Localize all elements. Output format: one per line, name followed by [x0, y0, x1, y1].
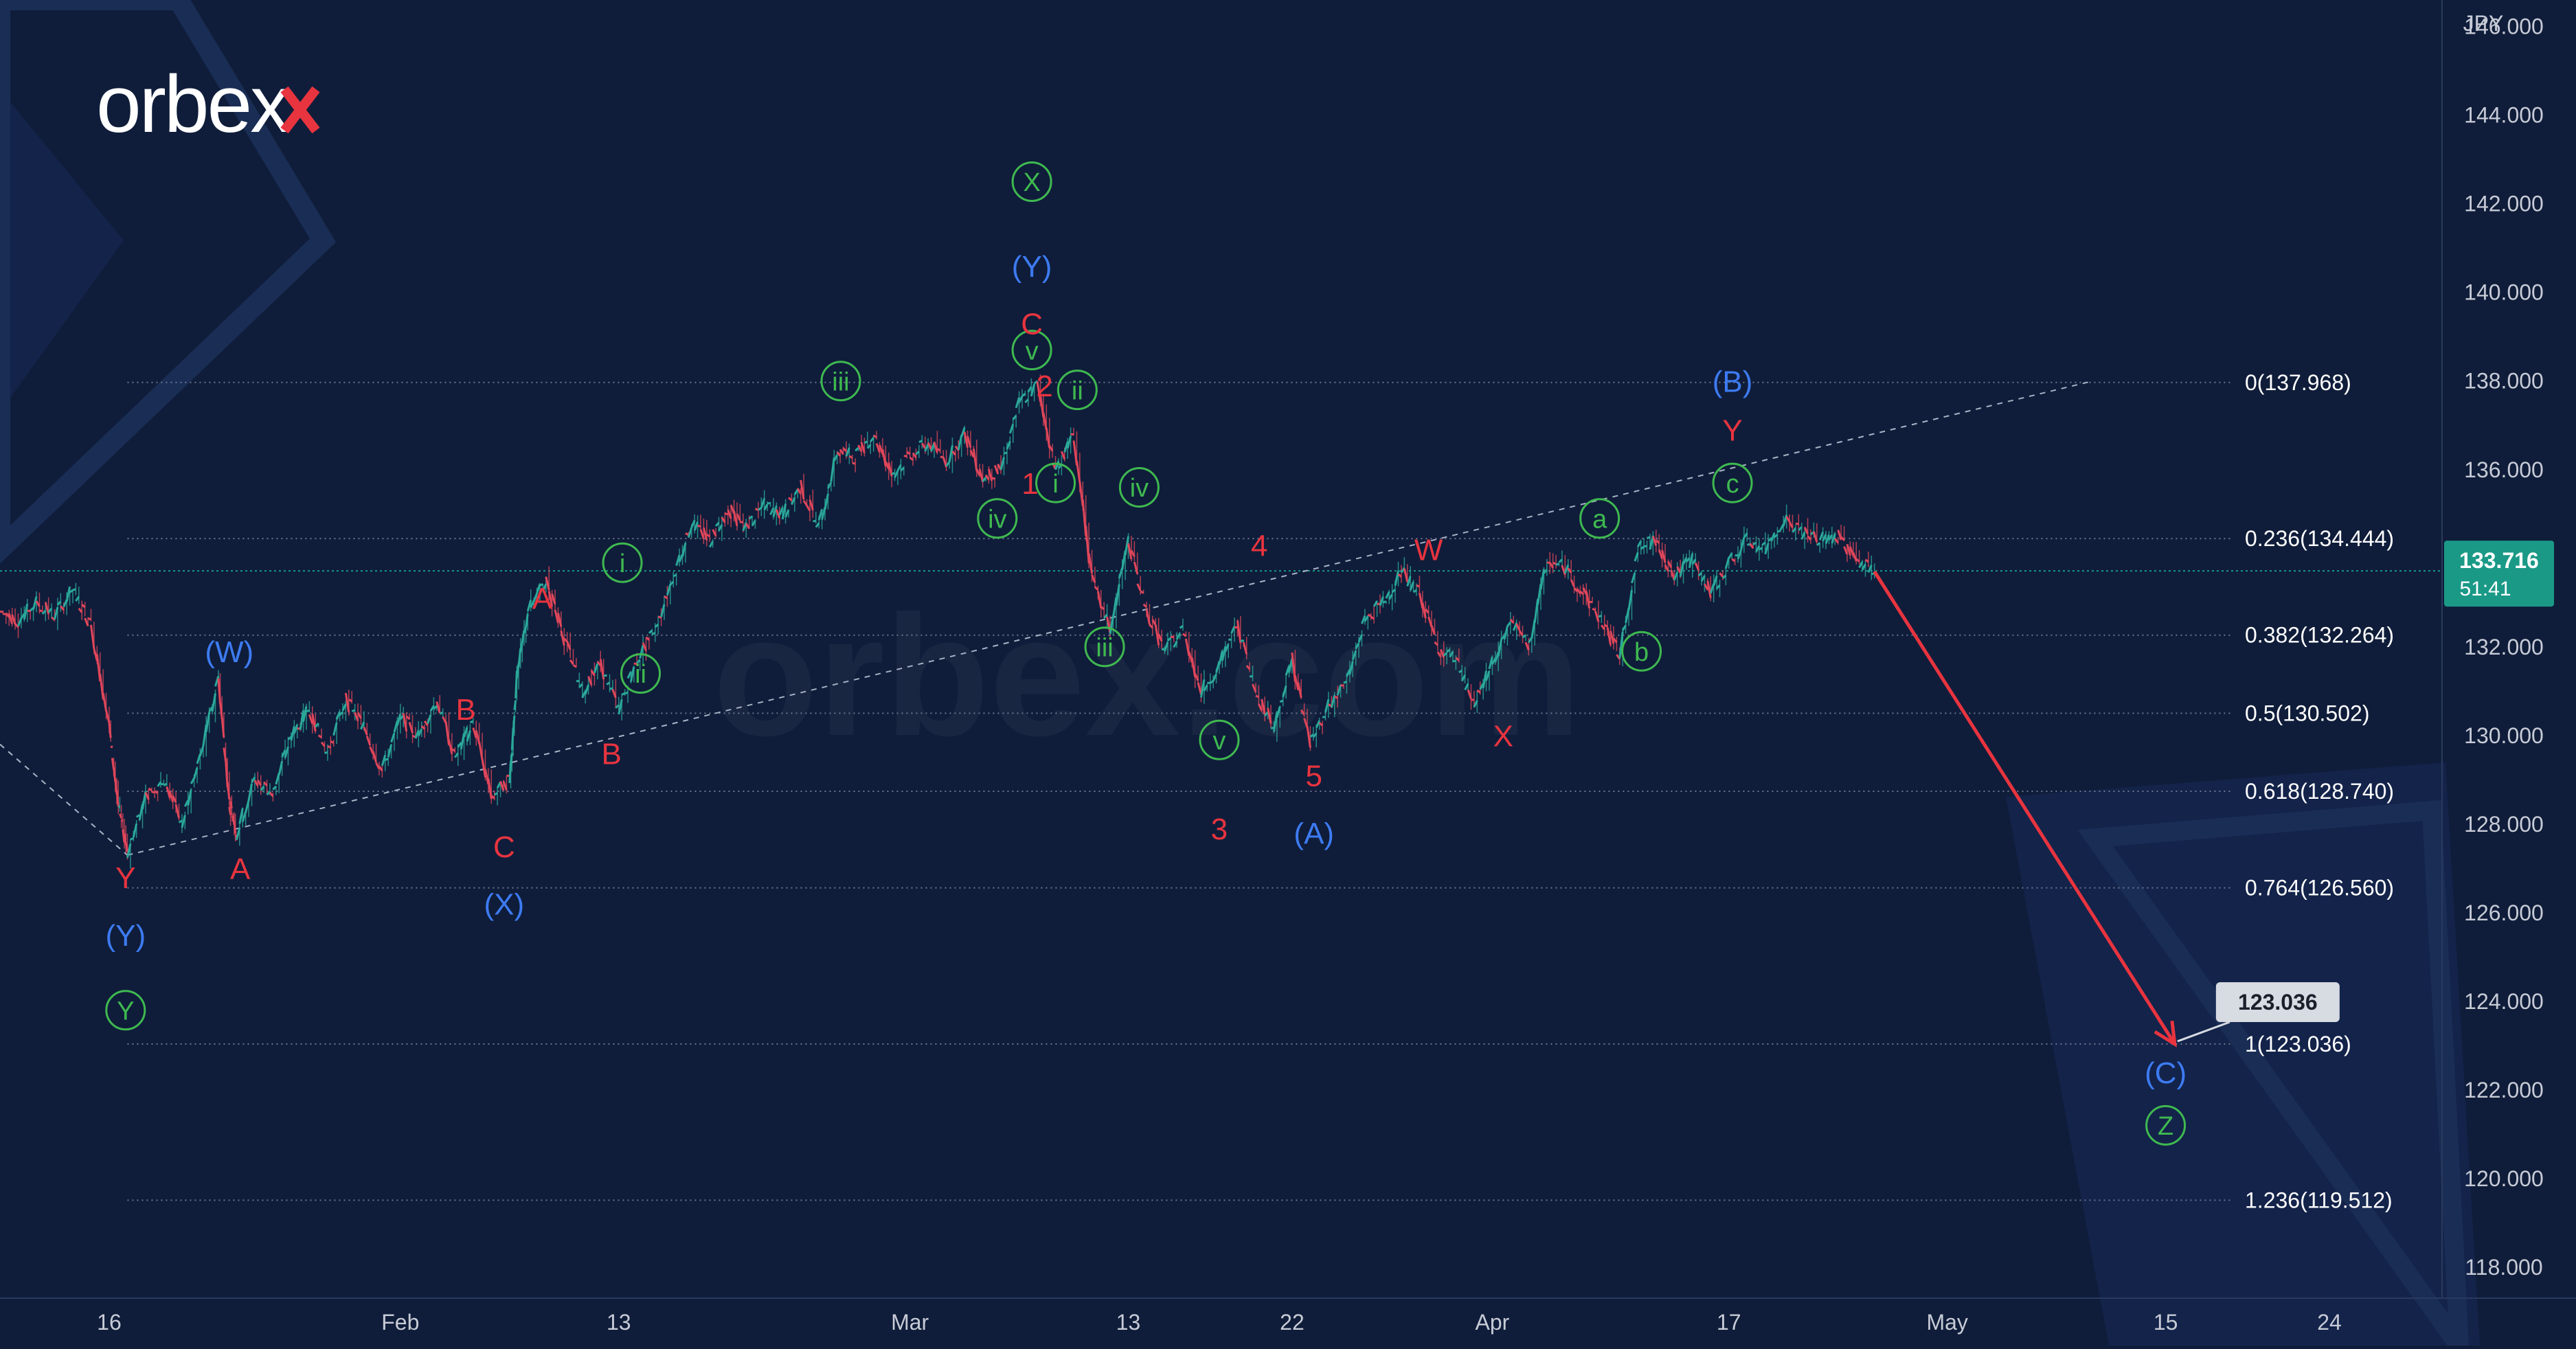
wave-label: iii [832, 367, 849, 396]
wave-label: Z [2158, 1112, 2173, 1141]
fib-level-label: 1.236(119.512) [2245, 1188, 2393, 1212]
wave-label: (C) [2145, 1056, 2187, 1090]
candle-countdown: 51:41 [2459, 578, 2511, 600]
wave-label: 2 [1036, 370, 1052, 403]
y-tick-label: 130.000 [2464, 723, 2544, 748]
y-axis-ticks[interactable]: 146.000 144.000 142.000 140.000 138.000 136.0… [2464, 14, 2544, 1280]
fib-level-label: 1(123.036) [2245, 1032, 2351, 1056]
wave-label: 3 [1211, 813, 1228, 846]
wave-label: X [1493, 720, 1513, 753]
orbex-logo: orbex [96, 59, 316, 150]
wave-label: c [1726, 470, 1739, 499]
logo-text: orbex [96, 59, 290, 150]
fib-level-label: 0.764(126.560) [2245, 876, 2394, 900]
x-tick-label: Apr [1475, 1310, 1509, 1335]
wave-label: X [1023, 168, 1040, 197]
x-axis-ticks[interactable]: 16 Feb 13 Mar 13 22 Apr 17 May 15 24 [97, 1310, 2342, 1335]
wave-label: (X) [484, 888, 525, 922]
x-tick-label: 22 [1280, 1310, 1304, 1335]
wave-label: i [1052, 470, 1058, 499]
current-price-value: 133.716 [2459, 548, 2539, 573]
y-tick-label: 118.000 [2465, 1255, 2542, 1280]
x-tick-label: May [1926, 1310, 1967, 1335]
trendline [0, 745, 127, 855]
wave-label: (W) [205, 635, 253, 669]
fib-level-label: 0.5(130.502) [2245, 701, 2369, 725]
y-tick-label: 126.000 [2464, 900, 2544, 925]
fib-level-label: 0.236(134.444) [2245, 526, 2394, 551]
y-tick-label: 146.000 [2464, 14, 2544, 39]
fib-level-label: 0.382(132.264) [2245, 623, 2394, 648]
x-tick-label: 24 [2317, 1310, 2342, 1335]
wave-label: A [532, 582, 553, 616]
wave-label: C [1021, 308, 1043, 341]
wave-label: A [230, 852, 251, 886]
wave-label: Y [117, 997, 134, 1025]
x-tick-label: 16 [97, 1310, 122, 1335]
fib-level-label: 0(137.968) [2245, 370, 2351, 395]
x-tick-label: 15 [2154, 1310, 2178, 1335]
y-tick-label: 138.000 [2464, 369, 2544, 394]
y-tick-label: 132.000 [2464, 635, 2544, 659]
wave-label: W [1414, 534, 1443, 567]
y-tick-label: 136.000 [2464, 457, 2544, 482]
wave-label: B [456, 693, 476, 727]
wave-label: i [620, 549, 625, 578]
y-tick-label: 144.000 [2464, 103, 2544, 128]
y-tick-label: 140.000 [2464, 280, 2544, 305]
wave-label: (Y) [105, 919, 146, 953]
wave-label: v [1213, 727, 1226, 756]
wave-label: a [1592, 505, 1607, 534]
wave-label: ii [635, 660, 646, 689]
wave-label: iv [1130, 474, 1149, 503]
x-tick-label: 13 [607, 1310, 631, 1335]
target-callout-text: 123.036 [2238, 990, 2318, 1014]
x-tick-label: Feb [381, 1310, 419, 1335]
fib-level-label: 0.618(128.740) [2245, 779, 2394, 804]
current-price-badge: 133.716 51:41 [2444, 541, 2554, 607]
wave-label: 4 [1251, 529, 1267, 563]
wave-label: ii [1072, 376, 1083, 405]
y-tick-label: 120.000 [2464, 1166, 2544, 1191]
wave-label: (Y) [1012, 250, 1052, 284]
wave-label: (A) [1293, 817, 1334, 851]
x-tick-label: Mar [891, 1310, 929, 1335]
y-tick-label: 124.000 [2464, 989, 2544, 1014]
wave-label: Y [1722, 414, 1742, 448]
y-tick-label: 128.000 [2464, 812, 2544, 837]
wave-label: (B) [1713, 365, 1753, 399]
x-tick-label: 13 [1116, 1310, 1141, 1335]
wave-label: 5 [1306, 760, 1322, 793]
wave-label: iii [1096, 633, 1113, 662]
wave-label: b [1634, 638, 1649, 667]
wave-label: B [601, 737, 621, 771]
logo-x-mark [284, 89, 316, 131]
x-tick-label: 17 [1717, 1310, 1741, 1335]
y-tick-label: 122.000 [2464, 1078, 2544, 1102]
wave-label: C [493, 830, 515, 864]
wave-label: Y [115, 861, 135, 895]
wave-label: iv [988, 505, 1006, 534]
y-tick-label: 142.000 [2464, 192, 2544, 216]
